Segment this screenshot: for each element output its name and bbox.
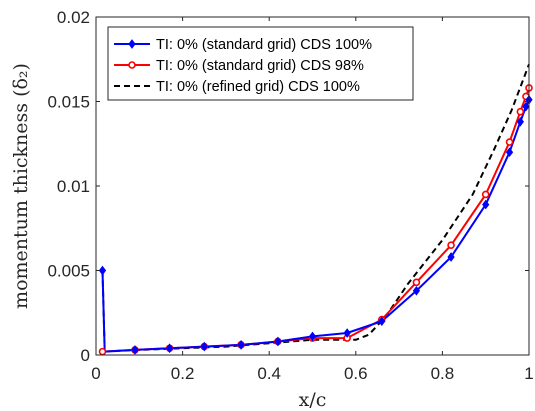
legend: TI: 0% (standard grid) CDS 100% TI: 0% (s… xyxy=(107,26,414,101)
y-axis-label: momentum thickness (δ₂) xyxy=(10,63,32,309)
series-2-point xyxy=(412,278,421,287)
series-2-point xyxy=(505,138,514,146)
series-1-point xyxy=(505,147,514,158)
x-tick-label: 0.8 xyxy=(431,364,455,383)
legend-box xyxy=(107,26,414,101)
x-tick-label: 0 xyxy=(91,364,100,383)
x-tick-label: 0.6 xyxy=(344,364,368,383)
series-2-point xyxy=(98,347,107,356)
axis-ticks xyxy=(95,16,530,356)
series-1-point xyxy=(98,265,107,276)
y-tick-label: 0.005 xyxy=(47,262,90,281)
legend-marker-1 xyxy=(128,39,136,49)
series-markers xyxy=(98,84,533,356)
x-tick-label: 0.4 xyxy=(257,364,281,383)
y-tick-label: 0.01 xyxy=(57,177,90,196)
y-tick-labels: 0 0.005 0.01 0.015 0.02 xyxy=(47,8,90,365)
series-2-point xyxy=(447,241,455,249)
series-1-point xyxy=(274,336,282,347)
series-1-point xyxy=(447,252,455,262)
legend-marker-2 xyxy=(128,61,136,69)
x-axis-label: x/c xyxy=(299,389,327,411)
x-tick-label: 1 xyxy=(524,364,533,383)
series-1-point xyxy=(522,101,530,112)
series-1-point xyxy=(412,285,421,296)
y-tick-label: 0.02 xyxy=(57,8,90,27)
series-1-point xyxy=(516,116,524,127)
y-tick-label: 0.015 xyxy=(47,93,90,112)
series-2-point xyxy=(481,190,490,199)
series-1-point xyxy=(482,199,490,210)
x-tick-labels: 0 0.2 0.4 0.6 0.8 1 xyxy=(91,364,533,383)
series-1-point xyxy=(200,341,208,352)
series-1-point xyxy=(131,345,139,355)
series-1-point xyxy=(165,343,174,354)
legend-label-1: TI: 0% (standard grid) CDS 100% xyxy=(156,37,372,53)
legend-label-2: TI: 0% (standard grid) CDS 98% xyxy=(156,58,364,74)
series-1-point xyxy=(378,316,386,327)
y-tick-label: 0 xyxy=(81,346,90,365)
series-1-point xyxy=(237,340,245,350)
x-tick-label: 0.2 xyxy=(171,364,195,383)
series-2-point xyxy=(516,107,525,116)
series-1-point xyxy=(308,331,317,342)
legend-label-3: TI: 0% (refined grid) CDS 100% xyxy=(156,79,360,95)
series-1-point xyxy=(343,328,351,338)
legend-entries: TI: 0% (standard grid) CDS 100% TI: 0% (s… xyxy=(114,37,372,95)
